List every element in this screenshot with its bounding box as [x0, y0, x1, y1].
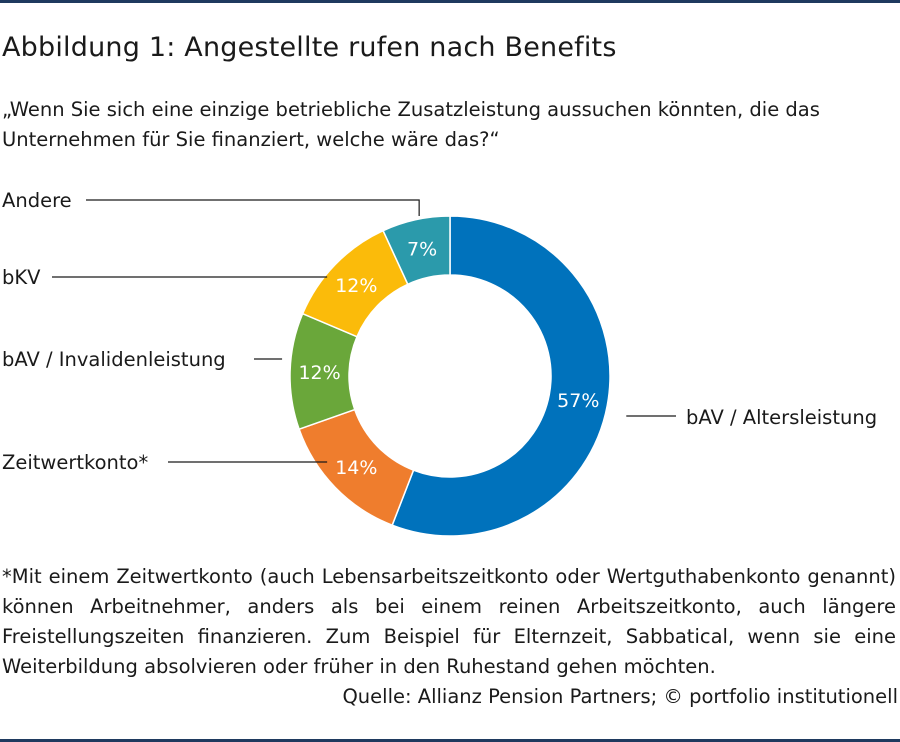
value-label-5: 7%	[407, 239, 437, 261]
donut-slice-1	[391, 215, 611, 537]
footnote: *Mit einem Zeitwertkonto (auch Lebensarb…	[2, 565, 896, 678]
leader-line-5	[86, 199, 420, 216]
value-labels: 57% 14% 12% 12% 7%	[298, 239, 599, 479]
category-labels: bAV / Altersleistung Zeitwertkonto* bAV / …	[2, 189, 877, 474]
bottom-rule	[0, 739, 900, 742]
value-label-2: 14%	[335, 457, 377, 479]
value-label-3: 12%	[298, 362, 340, 384]
source-note: Quelle: Allianz Pension Partners; © port…	[342, 685, 898, 708]
category-label-5: Andere	[2, 189, 72, 212]
category-label-3: bAV / Invalidenleistung	[2, 348, 226, 371]
value-label-1: 57%	[557, 390, 599, 412]
donut-slice-5	[382, 215, 451, 286]
category-label-1: bAV / Altersleistung	[686, 406, 877, 429]
category-label-2: Zeitwertkonto*	[2, 451, 148, 474]
donut-slices	[289, 215, 611, 537]
chart-title: Abbildung 1: Angestellte rufen nach Bene…	[2, 32, 617, 63]
value-label-4: 12%	[335, 275, 377, 297]
top-rule	[0, 0, 900, 3]
leader-lines	[52, 199, 676, 463]
chart-subtitle: „Wenn Sie sich eine einzige betriebliche…	[2, 98, 820, 151]
category-label-4: bKV	[2, 266, 41, 289]
